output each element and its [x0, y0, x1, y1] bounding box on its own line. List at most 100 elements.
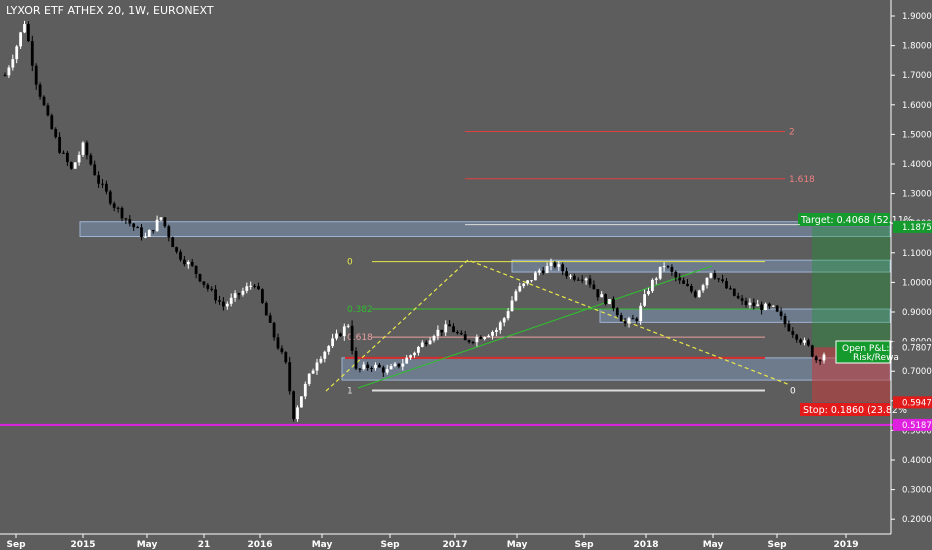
candle-body [7, 67, 11, 76]
candle-body [175, 247, 178, 252]
candle-body [693, 291, 697, 298]
candle-body [682, 280, 685, 284]
x-tick-label: 2017 [442, 540, 467, 550]
price-badge-bg [893, 220, 932, 233]
y-tick-label: 1.8000 [902, 42, 932, 52]
fib-extension-label: 2 [789, 127, 795, 137]
candle-body [674, 271, 678, 278]
candle-body [522, 283, 526, 287]
candle-body [424, 342, 428, 345]
candle-body [97, 175, 100, 184]
candle-body [662, 266, 666, 268]
y-tick-label: 1.5000 [902, 130, 932, 140]
candle-body [171, 237, 175, 248]
price-badge-label: 0.7807 [902, 343, 932, 353]
candle-body [576, 279, 580, 281]
candle-body [378, 364, 381, 368]
candle-body [818, 360, 822, 362]
pnl-box [835, 340, 891, 364]
candle-body [190, 261, 194, 266]
candle-body [112, 203, 116, 208]
candle-body [448, 324, 451, 327]
candle-body [764, 303, 767, 311]
candle-body [729, 288, 732, 290]
candle-body [725, 281, 728, 289]
candle-body [81, 142, 85, 155]
candle-body [658, 266, 662, 279]
y-tick-label: 1.7000 [902, 71, 932, 81]
price-badge-label: 0.5947 [902, 398, 932, 408]
candle-body [245, 286, 249, 291]
y-tick-label: 0.4000 [902, 456, 932, 466]
candle-body [303, 383, 307, 397]
candle-body [27, 24, 30, 42]
fib-retracement-label: 0 [347, 258, 353, 268]
candle-body [409, 355, 412, 358]
candle-body [760, 304, 763, 311]
candle-body [381, 367, 385, 373]
candle-body [206, 284, 210, 289]
x-tick-label: May [507, 540, 528, 550]
candle-body [803, 340, 806, 343]
candle-body [393, 363, 397, 367]
candle-body [471, 342, 475, 344]
candle-body [350, 325, 354, 351]
candle-body [518, 286, 522, 292]
candle-body [604, 294, 607, 305]
candle-body [261, 289, 264, 304]
candle-body [167, 226, 171, 238]
candle-body [647, 291, 650, 295]
candle-body [541, 270, 545, 273]
candle-body [136, 227, 139, 229]
candle-body [108, 191, 112, 204]
candle-body [105, 183, 108, 192]
candle-body [775, 305, 779, 312]
candle-body [116, 207, 120, 209]
y-tick-label: 1.0000 [902, 278, 932, 288]
candle-body [635, 318, 639, 322]
candle-body [654, 278, 658, 280]
candle-body [186, 261, 190, 265]
candle-body [276, 337, 280, 349]
candle-body [374, 364, 377, 369]
candle-body [73, 162, 77, 169]
candle-body [510, 300, 514, 312]
pnl-label: Open P&L: 0. [842, 344, 901, 354]
price-badge-label: 0.5187 [902, 421, 932, 431]
candle-body [15, 46, 19, 60]
candle-body [459, 333, 463, 335]
x-tick-label: Sep [767, 540, 787, 550]
candle-body [666, 266, 670, 268]
candle-body [795, 334, 799, 340]
candle-body [11, 59, 15, 68]
candle-body [144, 236, 147, 238]
candle-body [791, 331, 795, 335]
candle-body [530, 280, 533, 282]
candle-body [46, 105, 50, 116]
candle-body [444, 324, 448, 333]
pattern-dashed-line [325, 259, 791, 392]
candle-body [721, 279, 724, 282]
candle-body [319, 358, 323, 363]
candle-body [463, 334, 467, 341]
candle-body [342, 326, 346, 337]
candle-body [771, 305, 775, 307]
y-tick-label: 1.1000 [902, 249, 932, 259]
candle-body [62, 152, 65, 154]
candle-body [268, 315, 272, 323]
candle-body [315, 362, 319, 371]
target-label-bg [798, 213, 890, 226]
candle-body [592, 284, 596, 290]
candle-body [140, 227, 143, 238]
candle-body [502, 318, 506, 323]
target-zone [812, 226, 890, 348]
candle-body [608, 299, 611, 305]
candle-body [573, 275, 576, 280]
candle-body [69, 162, 73, 169]
candle-body [280, 348, 284, 353]
y-tick-label: 0.9000 [902, 308, 932, 318]
candle-body [526, 280, 529, 284]
